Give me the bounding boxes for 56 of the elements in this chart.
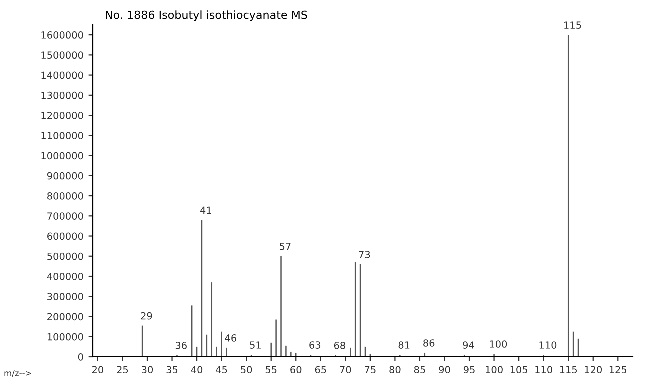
- annotation: 110: [540, 342, 557, 349]
- y-tick-label: 900000: [47, 172, 84, 180]
- x-tick-label: 40: [191, 366, 203, 374]
- y-tick-label: 1500000: [42, 52, 84, 60]
- x-tick-label: 120: [585, 366, 602, 374]
- y-tick-label: 1100000: [42, 132, 84, 140]
- annotation: 100: [490, 340, 508, 348]
- x-tick-label: 55: [266, 366, 277, 374]
- x-tick-label: 45: [216, 366, 228, 374]
- y-tick-label: 100000: [48, 333, 84, 341]
- annotation: 63: [310, 342, 321, 349]
- annotation: 57: [280, 243, 291, 250]
- y-tick-label: 200000: [48, 313, 84, 321]
- x-tick-label: 90: [439, 366, 450, 374]
- annotation: 115: [564, 22, 582, 30]
- x-tick-label: 100: [486, 366, 503, 374]
- x-axis-title: m/z-->: [4, 370, 32, 378]
- y-tick-label: 1000000: [42, 152, 84, 160]
- chart-title: No. 1886 Isobutyl isothiocyanate MS: [106, 10, 308, 22]
- annotation: 36: [176, 342, 187, 350]
- y-tick-label: 700000: [48, 212, 84, 220]
- y-tick-label: 400000: [47, 272, 84, 280]
- x-tick-label: 85: [414, 366, 426, 374]
- y-tick-label: 1600000: [42, 32, 84, 39]
- y-tick-label: 600000: [48, 232, 84, 240]
- y-tick-label: 1300000: [42, 92, 84, 100]
- annotation: 73: [359, 251, 370, 258]
- x-tick-label: 25: [117, 366, 128, 374]
- y-tick-label: 300000: [48, 293, 84, 300]
- annotation: 46: [225, 334, 236, 342]
- x-tick-label: 125: [610, 366, 627, 374]
- y-tick-label: 1200000: [42, 112, 84, 120]
- annotation: 51: [250, 342, 261, 349]
- x-tick-label: 20: [92, 366, 104, 374]
- annotation: 86: [424, 340, 435, 347]
- x-tick-label: 115: [560, 366, 578, 374]
- y-tick-label: 500000: [48, 252, 84, 260]
- x-tick-label: 60: [290, 366, 302, 374]
- x-tick-label: 110: [536, 366, 552, 374]
- annotation: 94: [463, 342, 474, 349]
- x-tick-label: 75: [365, 366, 376, 374]
- y-tick-label: 0: [78, 353, 84, 361]
- x-tick-label: 50: [241, 366, 252, 374]
- annotation: 68: [334, 342, 346, 350]
- y-tick-label: 800000: [48, 192, 84, 200]
- x-tick-label: 80: [390, 366, 401, 374]
- x-tick-label: 95: [464, 366, 475, 374]
- x-tick-label: 65: [315, 366, 326, 374]
- x-tick-label: 70: [340, 366, 352, 374]
- x-tick-label: 30: [142, 366, 154, 374]
- annotation: 29: [141, 312, 152, 320]
- annotation: 41: [200, 206, 212, 214]
- x-tick-label: 105: [510, 366, 528, 374]
- annotation: 81: [398, 342, 410, 349]
- x-tick-label: 35: [166, 366, 178, 374]
- y-tick-label: 1400000: [42, 72, 84, 80]
